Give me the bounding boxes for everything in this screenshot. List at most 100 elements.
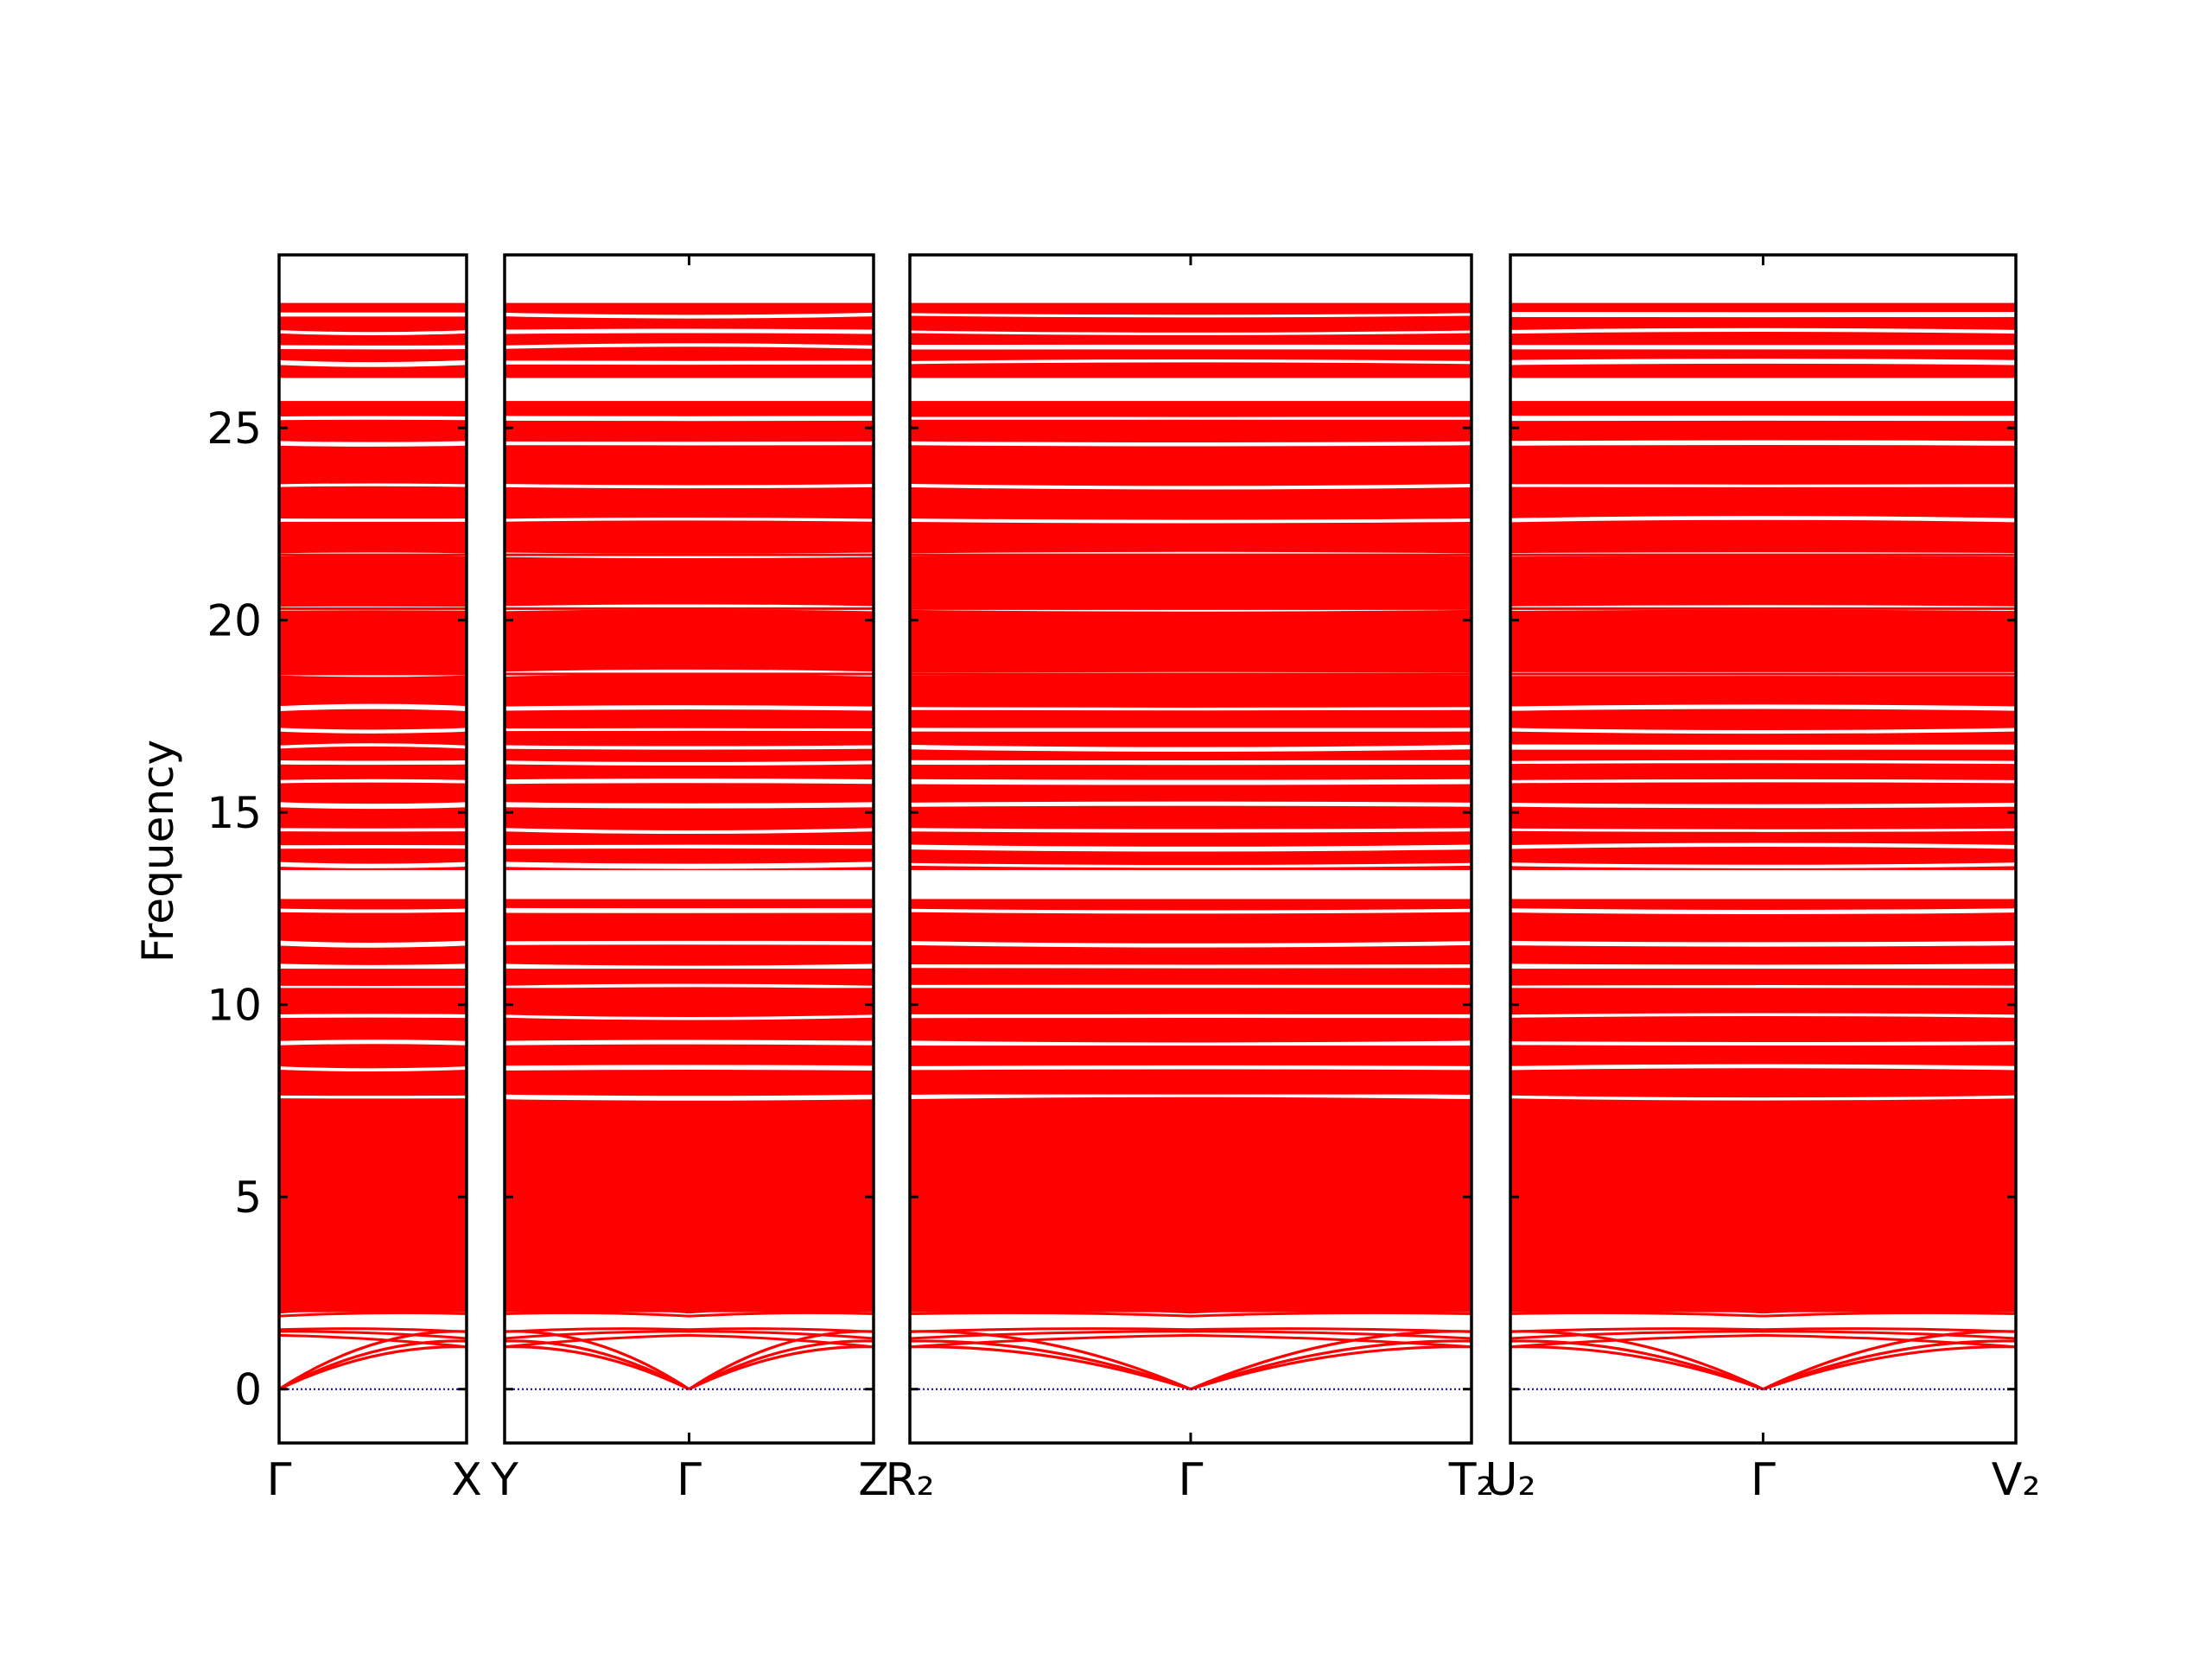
acoustic-branch xyxy=(1510,1339,1764,1391)
low-band-line xyxy=(689,1311,874,1318)
bands-group xyxy=(505,302,874,1391)
low-band-line xyxy=(505,1333,690,1349)
band-gap-line xyxy=(505,1039,874,1046)
band-gap-line xyxy=(279,1039,467,1046)
acoustic-branch xyxy=(688,1339,874,1391)
band-gap-line xyxy=(505,963,874,970)
dense-band-region xyxy=(910,401,1471,870)
band-gap-line xyxy=(505,828,874,835)
band-gap-line xyxy=(1510,728,2016,734)
low-band-line xyxy=(1190,1304,1471,1314)
low-band-line xyxy=(279,1327,467,1333)
y-tick-label: 25 xyxy=(207,404,262,454)
low-band-line xyxy=(689,1304,874,1314)
band-gap-line xyxy=(279,1014,467,1019)
band-gap-line xyxy=(910,1040,1471,1048)
band-gap-line xyxy=(910,518,1471,524)
low-band-line xyxy=(1763,1304,2016,1314)
low-band-line xyxy=(279,1333,467,1349)
low-band-line xyxy=(1763,1311,2016,1318)
band-gap-line xyxy=(505,517,874,522)
kpoint-label: Y xyxy=(490,1454,518,1506)
band-gap-line xyxy=(910,359,1471,365)
y-tick-label: 10 xyxy=(207,981,262,1031)
band-gap-line xyxy=(279,483,467,487)
bands-group xyxy=(910,302,1471,1391)
band-gap-line xyxy=(910,330,1471,335)
low-band-line xyxy=(910,1304,1192,1314)
band-gap-line xyxy=(279,1066,467,1071)
band-gap-line xyxy=(505,328,874,334)
low-band-line xyxy=(910,1333,1192,1349)
acoustic-branch xyxy=(1510,1345,1764,1391)
kpoint-label: R₂ xyxy=(886,1454,935,1506)
band-gap-line xyxy=(910,941,1471,948)
band-gap-line xyxy=(505,802,874,809)
band-gap-line xyxy=(279,802,467,810)
band-gap-line xyxy=(279,359,467,367)
band-gap-line xyxy=(279,779,467,784)
acoustic-branch xyxy=(1190,1345,1471,1391)
band-gap-line xyxy=(505,983,874,989)
band-gap-line xyxy=(279,940,467,948)
kpoint-label: Z xyxy=(858,1454,889,1506)
kpoint-label: U₂ xyxy=(1485,1454,1536,1506)
band-gap xyxy=(279,869,467,899)
panel-frame xyxy=(277,253,468,1445)
band-gap-line xyxy=(1510,985,2016,989)
acoustic-branch xyxy=(1762,1339,2016,1391)
band-gap-line xyxy=(505,778,874,785)
low-band-line xyxy=(505,1330,690,1340)
y-axis-label: Frequency xyxy=(133,740,183,963)
band-gap-line xyxy=(1510,803,2016,809)
low-band-line xyxy=(279,1311,467,1318)
band-gap-line xyxy=(279,728,467,734)
panel-2 xyxy=(503,253,875,1445)
low-band-line xyxy=(910,1327,1192,1333)
low-band-line xyxy=(1510,1311,1764,1318)
low-band-line xyxy=(1510,1327,1764,1333)
band-gap-line xyxy=(1510,1095,2016,1101)
panel-3 xyxy=(908,253,1473,1445)
band-gap-line xyxy=(910,908,1471,914)
kpoint-label: X xyxy=(451,1454,482,1506)
band-gap-line xyxy=(910,483,1471,490)
low-band-line xyxy=(689,1330,874,1340)
band-gap-line xyxy=(505,312,874,319)
band-gap-line xyxy=(505,861,874,869)
band-gap-line xyxy=(910,1092,1471,1100)
dense-band-region xyxy=(910,899,1471,1313)
kpoint-label: V₂ xyxy=(1992,1454,2040,1506)
y-tick-label: 5 xyxy=(234,1173,262,1223)
band-gap-line xyxy=(505,1094,874,1101)
low-band-line xyxy=(1190,1327,1471,1333)
band-gap-line xyxy=(279,743,467,749)
dense-band-region xyxy=(1510,401,2016,870)
band-gap-line xyxy=(910,744,1471,752)
panel-1 xyxy=(277,253,468,1445)
band-gap-line xyxy=(1510,440,2016,446)
low-band-line xyxy=(1190,1333,1471,1349)
band-gap-line xyxy=(1510,842,2016,849)
low-band-line xyxy=(689,1327,874,1333)
panels-layer xyxy=(277,253,2018,1445)
low-band-line xyxy=(1763,1327,2016,1333)
dense-band-region xyxy=(279,899,467,1313)
low-band-line xyxy=(505,1327,690,1333)
low-band-line xyxy=(279,1330,467,1340)
acoustic-branch xyxy=(505,1339,690,1391)
low-band-line xyxy=(279,1304,467,1314)
band-gap-line xyxy=(279,861,467,868)
low-band-line xyxy=(689,1333,874,1349)
band-gap-line xyxy=(910,862,1471,868)
low-band-line xyxy=(1763,1333,2016,1349)
low-band-line xyxy=(1510,1333,1764,1349)
low-band-line xyxy=(1190,1330,1471,1340)
band-gap-line xyxy=(505,343,874,349)
band-gap-line xyxy=(505,705,874,711)
low-band-line xyxy=(910,1330,1192,1340)
band-gap-line xyxy=(1510,1041,2016,1046)
band-gap-line xyxy=(1510,1064,2016,1071)
acoustic-branch xyxy=(1762,1345,2016,1391)
y-tick-label: 0 xyxy=(234,1365,262,1415)
